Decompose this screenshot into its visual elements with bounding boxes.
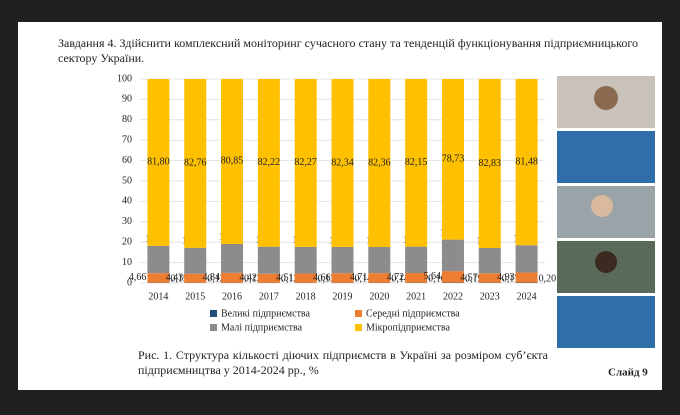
value-label: 0,20	[539, 273, 557, 284]
x-tick-label: 2024	[517, 291, 537, 302]
bar-segment	[405, 247, 427, 273]
value-label: 82,76	[184, 158, 207, 169]
x-tick-label: 2017	[259, 291, 279, 302]
avatar	[591, 195, 613, 217]
bar-segment	[184, 248, 206, 274]
video-tile	[557, 296, 655, 348]
value-label: 82,34	[331, 157, 354, 168]
y-tick-label: 20	[122, 236, 132, 247]
bar-segment	[147, 246, 169, 273]
bar-segment	[221, 244, 243, 273]
y-tick-label: 80	[122, 114, 132, 125]
value-label: 4,71	[350, 272, 368, 283]
bar-segment	[368, 247, 390, 273]
legend-label: Мікропідприємства	[366, 322, 450, 333]
video-tile	[557, 131, 655, 183]
caption-box: Рис. 1. Структура кількості діючих підпр…	[138, 348, 548, 382]
legend-label: Малі підприємства	[221, 322, 303, 333]
value-label: 82,27	[294, 157, 317, 168]
value-label: 5,64	[423, 271, 441, 282]
value-label: 4,51	[276, 272, 294, 283]
value-label: 4,66	[313, 272, 331, 283]
y-tick-label: 40	[122, 196, 132, 207]
legend-label: Середні підприємства	[366, 308, 460, 319]
x-tick-label: 2022	[443, 291, 463, 302]
value-label: 82,36	[368, 157, 391, 168]
x-tick-label: 2020	[369, 291, 389, 302]
value-label: 4,66	[129, 272, 147, 283]
bar-segment	[258, 247, 280, 274]
value-label: 4,93	[497, 272, 515, 283]
y-tick-label: 30	[122, 216, 132, 227]
legend-swatch	[210, 310, 217, 317]
value-label: 4,57	[460, 272, 478, 283]
bar-segment	[332, 247, 354, 273]
bar-segment	[516, 245, 538, 272]
y-tick-label: 60	[122, 155, 132, 166]
x-tick-label: 2023	[480, 291, 500, 302]
value-label: 4,72	[387, 272, 405, 283]
y-tick-label: 100	[117, 73, 132, 84]
value-label: 4,84	[203, 272, 221, 283]
x-tick-label: 2014	[148, 291, 168, 302]
value-label: 81,80	[147, 157, 170, 168]
x-tick-label: 2018	[296, 291, 316, 302]
legend-label: Великі підприємства	[221, 308, 311, 319]
value-label: 81,48	[515, 156, 538, 167]
legend-swatch	[355, 324, 362, 331]
slide-number: Слайд 9	[608, 367, 648, 379]
bar-segment	[516, 273, 538, 283]
avatar	[595, 251, 617, 273]
task-box: Завдання 4. Здійснити комплексний моніто…	[58, 36, 638, 70]
value-label: 80,85	[221, 156, 244, 167]
value-label: 82,83	[479, 158, 502, 169]
x-tick-label: 2019	[333, 291, 353, 302]
x-tick-label: 2021	[406, 291, 426, 302]
caption-text: Рис. 1. Структура кількості діючих підпр…	[138, 348, 548, 378]
value-label: 4,42	[239, 273, 257, 284]
legend-swatch	[210, 324, 217, 331]
bar-segment	[442, 240, 464, 271]
y-tick-label: 70	[122, 134, 132, 145]
value-label: 4,43	[166, 273, 184, 284]
y-tick-label: 90	[122, 94, 132, 105]
video-tiles	[557, 76, 655, 348]
value-label: 82,22	[258, 157, 281, 168]
bar-segment	[295, 247, 317, 274]
task-text: Завдання 4. Здійснити комплексний моніто…	[58, 36, 638, 66]
legend-swatch	[355, 310, 362, 317]
x-tick-label: 2016	[222, 291, 242, 302]
x-tick-label: 2015	[185, 291, 205, 302]
value-label: 82,15	[405, 157, 428, 168]
y-tick-label: 10	[122, 257, 132, 268]
y-tick-label: 50	[122, 175, 132, 186]
bar-segment	[479, 248, 501, 273]
avatar	[594, 86, 618, 110]
value-label: 78,73	[442, 154, 465, 165]
